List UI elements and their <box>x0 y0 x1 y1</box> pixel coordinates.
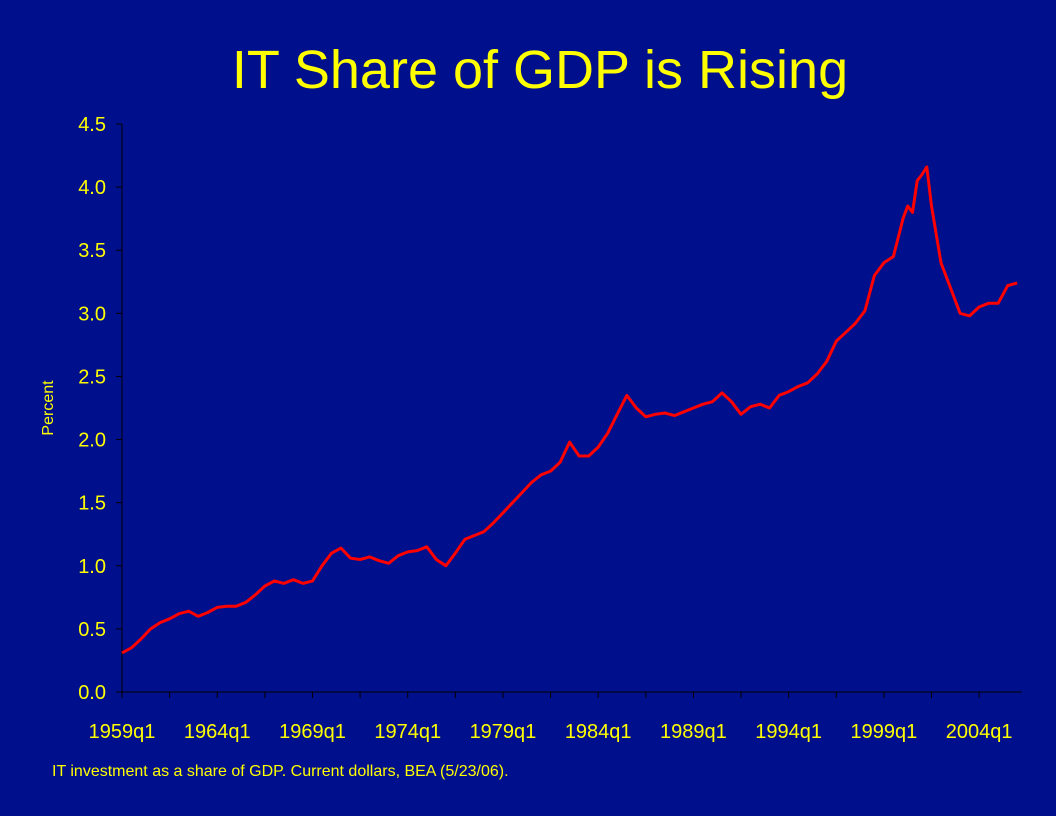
y-tick-label: 3.0 <box>78 303 106 325</box>
x-tick-label: 2004q1 <box>946 721 1013 743</box>
y-tick-label: 3.5 <box>78 240 106 262</box>
y-axis-title: Percent <box>40 380 57 436</box>
x-tick-label: 1979q1 <box>470 721 537 743</box>
y-tick-label: 2.0 <box>78 430 106 452</box>
y-tick-label: 1.5 <box>78 493 106 515</box>
series-line <box>121 165 1018 655</box>
x-tick-labels: 1959q1 1964q1 1969q1 1974q1 1979q1 1984q1 1989… <box>89 721 1013 743</box>
y-tick-label: 2.5 <box>78 366 106 388</box>
x-tick-label: 1999q1 <box>851 721 918 743</box>
y-tick-labels: 0.0 0.5 1.0 1.5 2.0 2.5 3.0 3.5 4.0 4.5 <box>78 114 106 704</box>
x-tick-label: 1964q1 <box>184 721 251 743</box>
chart-axes <box>116 123 1022 698</box>
x-tick-label: 1994q1 <box>755 721 822 743</box>
series-group <box>121 165 1018 655</box>
slide-title: IT Share of GDP is Rising <box>231 40 849 100</box>
y-tick-label: 1.0 <box>78 556 106 578</box>
y-tick-label: 0.5 <box>78 619 106 641</box>
y-tick-label: 4.5 <box>78 114 106 136</box>
x-tick-label: 1959q1 <box>89 721 156 743</box>
x-tick-label: 1989q1 <box>660 721 727 743</box>
x-tick-label: 1974q1 <box>374 721 441 743</box>
y-tick-label: 0.0 <box>78 682 106 704</box>
x-tick-label: 1969q1 <box>279 721 346 743</box>
y-tick-label: 4.0 <box>78 177 106 199</box>
x-tick-label: 1984q1 <box>565 721 632 743</box>
chart-caption: IT investment as a share of GDP. Current… <box>52 763 509 780</box>
